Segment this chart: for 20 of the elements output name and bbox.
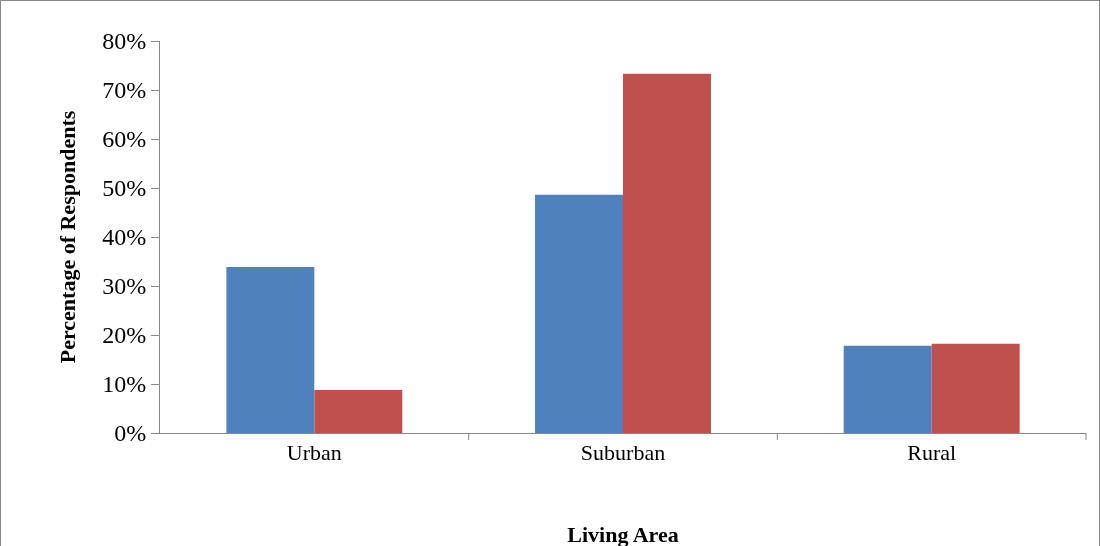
y-tick-label: 60% [102, 126, 147, 153]
y-tick-label: 10% [102, 371, 147, 398]
y-tick-label: 70% [102, 77, 147, 104]
x-tick-label: Rural [907, 440, 957, 466]
x-tick-label: Urban [286, 440, 342, 466]
bar [535, 194, 623, 433]
y-tick-label: 0% [114, 420, 147, 447]
y-axis-title: Percentage of Respondents [55, 110, 80, 364]
y-tick-label: 30% [102, 273, 147, 300]
y-tick-label: 40% [102, 224, 147, 251]
y-tick-label: 20% [102, 322, 147, 349]
bar [843, 345, 932, 433]
bar [931, 343, 1020, 433]
bar [623, 73, 711, 433]
y-tick-label: 50% [102, 175, 147, 202]
bar [314, 389, 403, 433]
bar [226, 266, 315, 433]
x-axis-title: Living Area [567, 522, 679, 546]
x-tick-label: Suburban [580, 440, 666, 466]
y-tick-label: 80% [102, 28, 147, 55]
